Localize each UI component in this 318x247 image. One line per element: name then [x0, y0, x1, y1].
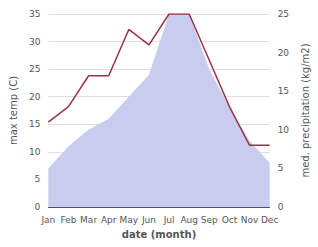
svg-text:May: May [120, 215, 139, 225]
svg-text:Jun: Jun [141, 215, 156, 225]
svg-text:30: 30 [29, 37, 41, 47]
svg-text:20: 20 [278, 48, 290, 58]
svg-text:15: 15 [278, 86, 289, 96]
svg-text:Jan: Jan [40, 215, 55, 225]
svg-text:10: 10 [29, 147, 41, 157]
svg-text:35: 35 [29, 9, 40, 19]
svg-text:5: 5 [35, 174, 41, 184]
svg-text:max temp (C): max temp (C) [8, 76, 19, 145]
svg-text:Oct: Oct [222, 215, 238, 225]
svg-text:Mar: Mar [80, 215, 97, 225]
svg-text:date (month): date (month) [122, 229, 196, 240]
svg-text:Feb: Feb [61, 215, 77, 225]
svg-text:15: 15 [29, 119, 40, 129]
svg-text:Apr: Apr [101, 215, 117, 225]
svg-text:25: 25 [29, 64, 40, 74]
svg-text:0: 0 [35, 202, 41, 212]
svg-text:Sep: Sep [201, 215, 218, 225]
svg-text:Dec: Dec [261, 215, 278, 225]
svg-text:0: 0 [278, 202, 284, 212]
svg-text:Nov: Nov [241, 215, 259, 225]
svg-text:20: 20 [29, 92, 41, 102]
svg-text:med. precipitation (kg/m2): med. precipitation (kg/m2) [300, 43, 311, 177]
svg-text:25: 25 [278, 9, 289, 19]
svg-text:Jul: Jul [163, 215, 175, 225]
svg-text:10: 10 [278, 125, 290, 135]
svg-text:5: 5 [278, 163, 284, 173]
svg-text:Aug: Aug [180, 215, 198, 225]
